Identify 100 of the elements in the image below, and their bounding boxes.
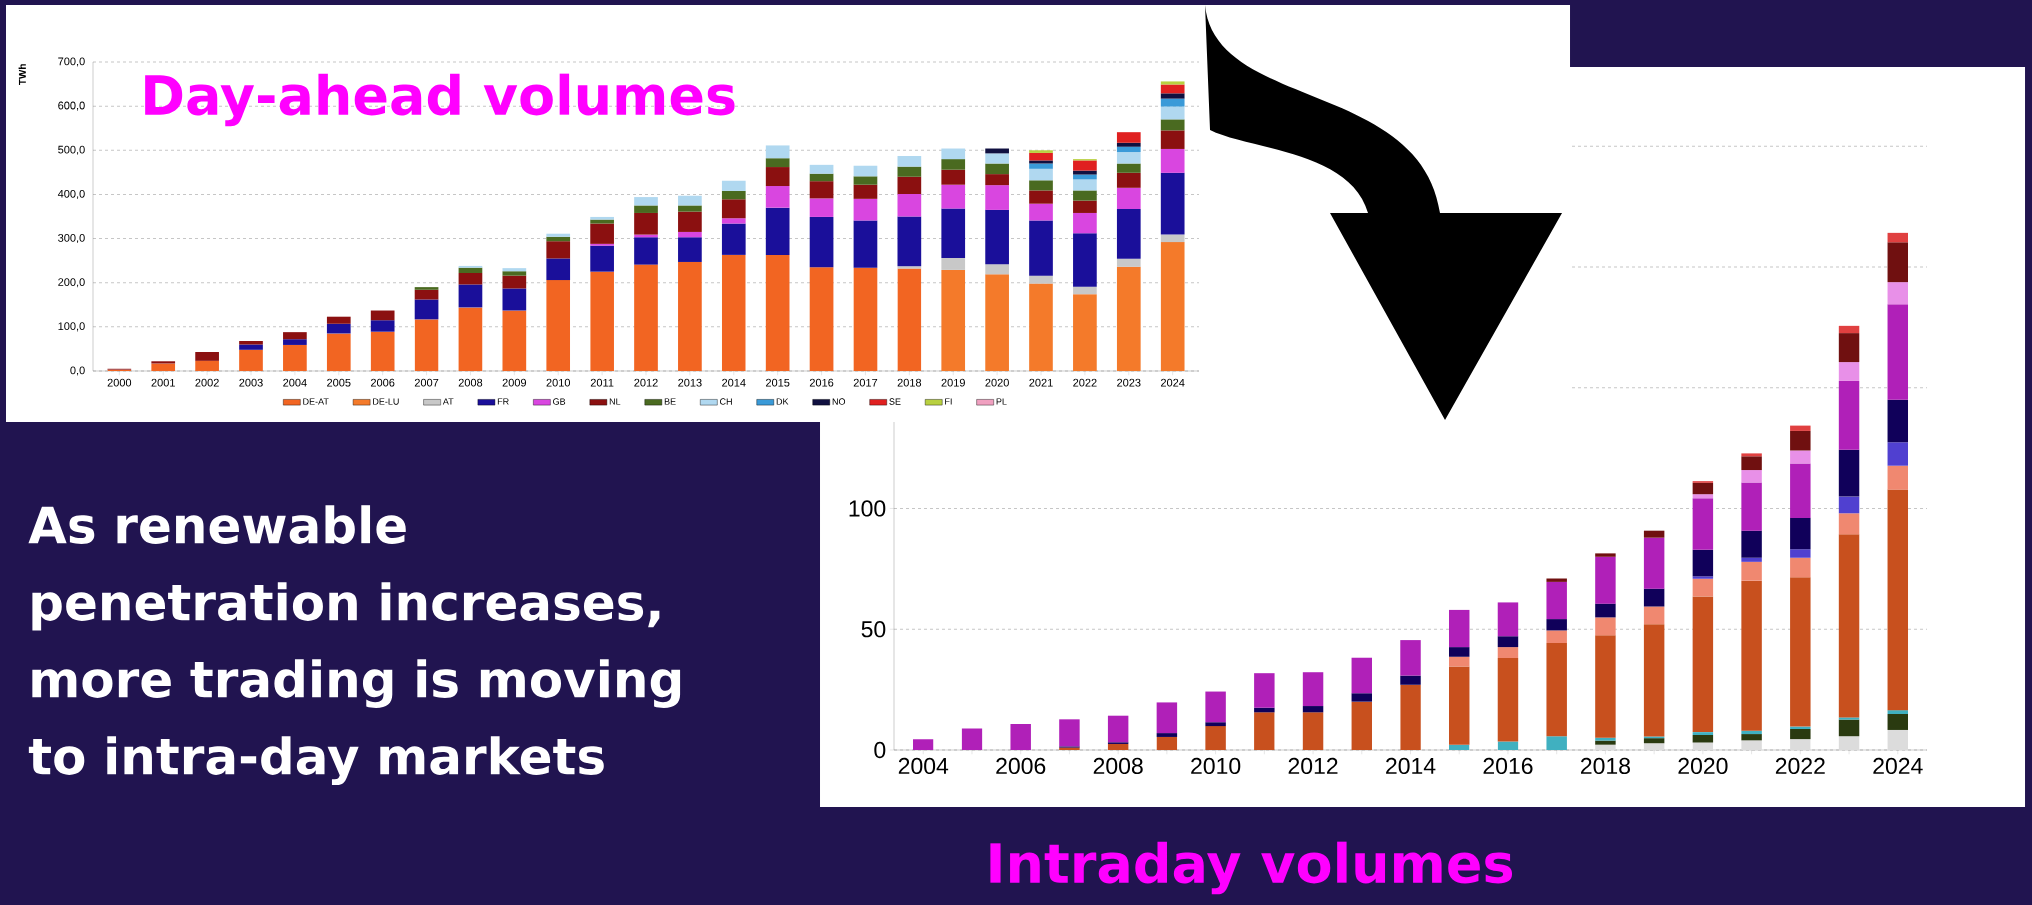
bar <box>1838 717 1860 720</box>
bar <box>1029 160 1053 164</box>
bar <box>1073 294 1097 371</box>
bar <box>678 205 702 212</box>
bar <box>1449 744 1470 750</box>
bar <box>458 267 483 273</box>
bar <box>721 190 746 200</box>
bar <box>1790 430 1811 451</box>
bar <box>1254 712 1275 750</box>
bar <box>634 237 658 265</box>
bar <box>326 323 351 334</box>
bar <box>1116 187 1141 209</box>
bar <box>913 739 934 750</box>
bar <box>1741 482 1762 531</box>
x-tick-label: 2005 <box>327 378 351 387</box>
bar <box>1741 530 1762 558</box>
bar <box>458 273 483 285</box>
bar <box>502 268 527 272</box>
bar <box>1160 84 1185 94</box>
bar <box>765 207 790 255</box>
y-tick-label: 600,0 <box>58 101 85 111</box>
x-tick-label: 2015 <box>765 378 790 387</box>
bar <box>941 148 966 160</box>
bar <box>1156 733 1178 737</box>
bar <box>590 216 614 220</box>
bar <box>1692 498 1714 550</box>
bar <box>985 163 1009 175</box>
y-tick-label: 300,0 <box>58 234 85 244</box>
bar <box>546 258 571 281</box>
bar <box>678 211 702 232</box>
bar <box>1643 624 1665 737</box>
x-tick-label: 2007 <box>414 378 439 387</box>
y-tick-label: 0 <box>874 741 886 759</box>
bar <box>1546 736 1567 750</box>
bar <box>1838 719 1860 737</box>
bar <box>1741 740 1762 750</box>
bar <box>1887 489 1909 711</box>
legend-label: DK <box>776 398 789 405</box>
bar <box>1741 470 1762 483</box>
bar <box>1887 282 1909 305</box>
bar <box>458 284 483 308</box>
bar <box>853 176 878 185</box>
bar <box>1010 723 1031 750</box>
bar <box>765 145 790 159</box>
bar <box>1643 743 1665 750</box>
bar <box>1546 619 1567 631</box>
bar <box>1116 132 1141 143</box>
bar <box>1156 736 1178 750</box>
x-tick-label: 2003 <box>239 378 263 387</box>
legend-label: PL <box>996 398 1007 405</box>
bar <box>1029 283 1053 371</box>
bar <box>1116 142 1141 147</box>
bar <box>634 205 658 213</box>
bar <box>1400 640 1421 676</box>
bar <box>1790 425 1811 431</box>
bar <box>634 197 658 206</box>
bar <box>1790 728 1811 740</box>
bar <box>1029 168 1053 181</box>
legend-label: AT <box>442 398 454 405</box>
bar <box>1790 739 1811 750</box>
bar <box>1400 675 1421 685</box>
x-tick-label: 2022 <box>1775 757 1825 775</box>
bar <box>1887 714 1909 730</box>
bar <box>985 274 1009 371</box>
bar <box>414 319 439 371</box>
bar <box>1887 729 1909 750</box>
bar <box>853 267 878 371</box>
legend-label: NO <box>832 398 846 405</box>
bar <box>941 257 966 270</box>
bar <box>721 223 746 255</box>
bar <box>1497 602 1519 637</box>
bar <box>1351 657 1373 694</box>
x-tick-label: 2001 <box>151 378 175 387</box>
bar <box>897 156 922 167</box>
x-tick-label: 2004 <box>283 378 307 387</box>
y-tick-label: 400,0 <box>57 189 85 199</box>
bar <box>1838 736 1860 750</box>
bar <box>1029 190 1053 204</box>
chart-title: Day-ahead volumes <box>145 73 735 127</box>
x-tick-label: 2024 <box>1873 757 1923 775</box>
bar <box>1887 304 1909 400</box>
bar <box>678 261 702 371</box>
bar <box>897 266 922 269</box>
bar <box>1116 152 1141 164</box>
bar <box>678 237 702 262</box>
bar <box>721 254 746 371</box>
bar <box>1160 130 1185 149</box>
text: Intraday volumes <box>990 841 1513 895</box>
bar <box>1692 742 1714 750</box>
bar <box>1546 578 1567 582</box>
bar <box>634 212 658 235</box>
bar <box>1073 190 1097 201</box>
bar <box>590 223 614 244</box>
bar <box>326 316 351 324</box>
bar <box>897 193 922 217</box>
bar <box>1692 494 1714 499</box>
bar <box>1351 701 1373 750</box>
bar <box>1741 561 1762 581</box>
bar <box>809 216 834 268</box>
bar <box>1160 234 1185 243</box>
